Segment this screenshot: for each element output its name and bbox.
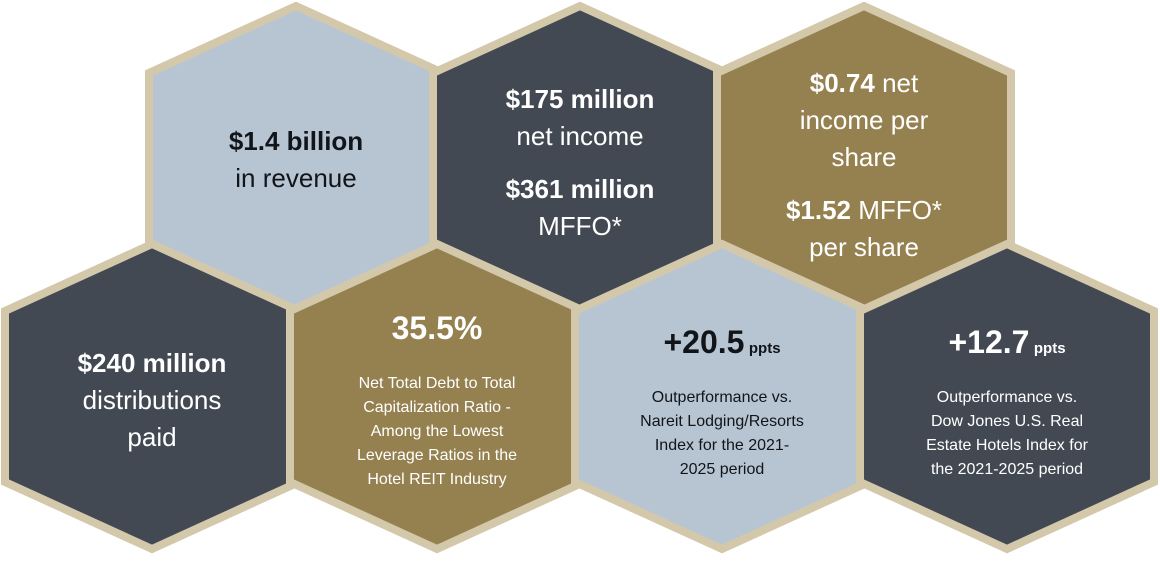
dowjones-unit: ppts: [1033, 340, 1066, 357]
nareit-value: +20.5: [663, 324, 745, 360]
revenue-value: $1.4 billion: [228, 126, 364, 156]
nareit-desc-1: Outperformance vs.: [651, 389, 793, 406]
revenue-label: in revenue: [235, 163, 357, 193]
net-income-block: $175 million net income $361 million MFF…: [460, 78, 700, 248]
leverage-value: 35.5%: [391, 310, 483, 346]
ni-per-share-label-3: share: [831, 141, 897, 172]
nareit-unit: ppts: [748, 340, 781, 357]
dowjones-desc-2: Dow Jones U.S. Real: [930, 413, 1084, 430]
dowjones-value: +12.7: [948, 324, 1030, 360]
dowjones-hex: [856, 239, 1158, 554]
dowjones-desc-1: Outperformance vs.: [936, 389, 1078, 406]
mffo-per-share-label-2: per share: [809, 231, 919, 262]
leverage-desc-1: Net Total Debt to Total: [358, 375, 516, 392]
ni-per-share-value: $0.74: [809, 67, 875, 98]
leverage-block: 35.5% Net Total Debt to Total Capitaliza…: [322, 308, 552, 498]
ni-per-share-label-2: income per: [799, 104, 929, 135]
leverage-desc-3: Among the Lowest: [370, 423, 504, 440]
dowjones-desc-3: Estate Hotels Index for: [926, 437, 1088, 454]
net-income-label: net income: [516, 121, 644, 151]
ni-per-share-label-1: net: [882, 67, 919, 98]
mffo-per-share-value: $1.52: [785, 194, 852, 225]
nareit-desc-4: 2025 period: [679, 461, 765, 478]
leverage-desc-2: Capitalization Ratio -: [363, 399, 511, 416]
per-share-block: $0.74 net income per share $1.52 MFFO* p…: [744, 60, 984, 270]
mffo-value: $361 million: [505, 174, 655, 204]
distributions-label-1: distributions: [82, 384, 222, 415]
nareit-desc-2: Nareit Lodging/Resorts: [640, 413, 804, 430]
net-income-value: $175 million: [505, 84, 655, 114]
dowjones-desc-4: the 2021-2025 period: [930, 461, 1084, 478]
distributions-value: $240 million: [77, 347, 227, 378]
mffo-label: MFFO*: [538, 211, 622, 241]
mffo-per-share-label: MFFO*: [858, 194, 943, 225]
leverage-desc-5: Hotel REIT Industry: [367, 471, 507, 488]
distributions-label-2: paid: [127, 421, 177, 452]
revenue-block: $1.4 billion in revenue: [176, 120, 416, 200]
dowjones-block: +12.7 ppts Outperformance vs. Dow Jones …: [892, 322, 1122, 492]
nareit-desc-3: Index for the 2021-: [654, 437, 790, 454]
nareit-block: +20.5 ppts Outperformance vs. Nareit Lod…: [607, 322, 837, 492]
leverage-desc-4: Leverage Ratios in the: [356, 447, 518, 464]
distributions-block: $240 million distributions paid: [32, 340, 272, 460]
